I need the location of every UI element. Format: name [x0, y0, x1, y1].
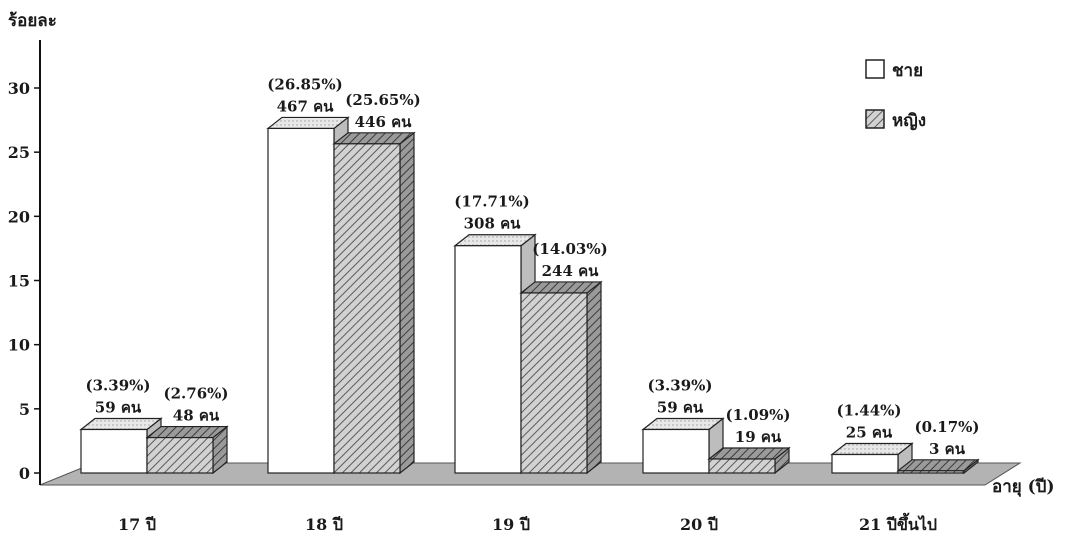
bar-male-5-top: [830, 442, 914, 456]
bars: [79, 116, 980, 475]
data-label-count: 467 คน: [277, 97, 335, 115]
data-label-percent: (14.03%): [532, 240, 607, 258]
data-label-count: 25 คน: [846, 424, 893, 442]
data-label-percent: (3.39%): [648, 376, 713, 394]
x-tick-label: 19 ปี: [492, 515, 530, 534]
y-axis-title: ร้อยละ: [8, 11, 57, 31]
bar-female-4-top: [707, 447, 791, 460]
x-tick-label: 17 ปี: [118, 515, 156, 534]
data-label-percent: (1.09%): [726, 406, 791, 424]
bar-female-2-top: [332, 132, 416, 145]
data-label-count: 59 คน: [95, 398, 142, 416]
x-axis-title: อายุ (ปี): [992, 476, 1055, 497]
bar-female-1-top: [145, 425, 229, 439]
bar-female-1: [145, 425, 229, 475]
x-tick-label: 20 ปี: [680, 515, 718, 534]
legend-label-male: ชาย: [892, 61, 923, 81]
bar-male-2-front: [267, 127, 335, 474]
data-label-count: 19 คน: [735, 428, 782, 446]
bar-male-3-top: [453, 234, 537, 247]
bar-female-4: [707, 446, 791, 475]
data-label-count: 446 คน: [355, 113, 413, 131]
bar-male-4-top: [641, 417, 725, 431]
data-label-count: 59 คน: [657, 398, 704, 416]
data-label-count: 3 คน: [929, 440, 966, 458]
bar-female-1-front: [146, 436, 214, 474]
bar-female-5: [896, 458, 980, 475]
data-label-percent: (1.44%): [837, 402, 902, 420]
y-tick-label: 0: [19, 464, 30, 483]
bar-female-2: [332, 131, 416, 475]
data-label-percent: (2.76%): [164, 385, 229, 403]
bar-male-2-top: [266, 116, 350, 130]
x-tick-label: 18 ปี: [305, 515, 343, 534]
data-label-count: 244 คน: [542, 262, 600, 280]
data-label-count: 308 คน: [464, 215, 522, 233]
bar-male-1-top: [79, 417, 163, 431]
bar-male-4-front: [642, 428, 710, 474]
bar-female-3-top: [519, 281, 603, 294]
data-label-percent: (17.71%): [454, 193, 529, 211]
y-tick-label: 30: [8, 79, 30, 98]
bar-male-1-front: [80, 428, 148, 474]
bar-male-5-front: [831, 453, 899, 474]
x-axis-tick-labels: 17 ปี 18 ปี 19 ปี 20 ปี 21 ปีขึ้นไป: [118, 512, 937, 534]
bar-female-5-top: [896, 459, 980, 472]
data-label-count: 48 คน: [173, 407, 220, 425]
data-label-percent: (3.39%): [86, 376, 151, 394]
y-tick-label: 25: [8, 143, 30, 162]
y-tick-label: 20: [8, 207, 30, 226]
bar-female-2-side: [399, 131, 415, 475]
y-tick-label: 15: [8, 272, 30, 291]
y-tick-label: 5: [19, 400, 30, 419]
data-label-percent: (26.85%): [267, 75, 342, 93]
bar-female-3: [519, 280, 603, 475]
bar-female-3-side: [586, 280, 602, 475]
bar-female-3-front: [520, 292, 588, 474]
bar-male-1: [79, 417, 163, 475]
legend: ชาย หญิง: [865, 59, 926, 131]
y-tick-label: 10: [8, 336, 30, 355]
legend-swatch-female: [865, 109, 885, 129]
bar-female-5-front: [897, 470, 965, 474]
data-label-percent: (25.65%): [345, 91, 420, 109]
x-tick-label: 21 ปีขึ้นไป: [859, 512, 937, 534]
legend-swatch-male: [865, 59, 885, 79]
legend-label-female: หญิง: [892, 111, 926, 131]
bar-female-4-front: [708, 458, 776, 474]
data-labels: (3.39%) 59 คน (2.76%) 48 คน (26.85%) 467 คน (2…: [86, 75, 980, 457]
bar-female-2-front: [333, 143, 401, 474]
y-axis: 0 5 10 15 20 25 30: [8, 40, 41, 485]
data-label-percent: (0.17%): [915, 418, 980, 436]
bar-male-3-front: [454, 245, 522, 474]
